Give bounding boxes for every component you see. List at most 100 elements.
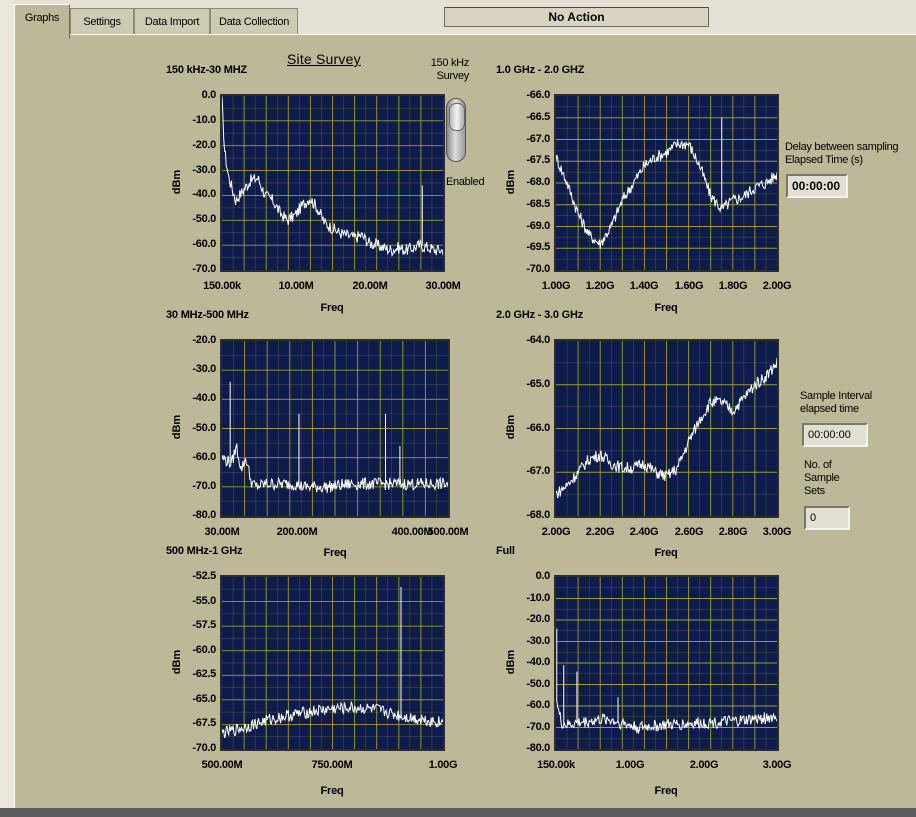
chart-2-ytick: -67.0 [526, 132, 550, 145]
chart-6-ytick: 0.0 [535, 570, 551, 582]
chart-1-ytick: -20.0 [192, 138, 216, 151]
chart-1-xlabel: Freq [320, 302, 344, 314]
sample-interval-display: 00:00:00 [802, 423, 868, 447]
chart-3-ytick: -60.0 [192, 450, 216, 463]
chart-4-ytick: -66.0 [526, 421, 550, 434]
chart-1-xtick: 10.00M [278, 280, 314, 292]
chart-5-ytick: -57.5 [192, 619, 216, 632]
chart-3-xtick: 200.00M [276, 526, 318, 538]
chart-3-ytick: -80.0 [192, 509, 216, 521]
chart-4-ytick: -68.0 [526, 509, 550, 521]
chart-1-ytick: 0.0 [201, 89, 217, 101]
chart-2-xtick: 1.80G [718, 280, 748, 292]
chart-3-ytick: -70.0 [192, 479, 216, 492]
chart-6-ytick: -70.0 [526, 720, 550, 733]
toggle-state-label: Enabled [446, 176, 485, 188]
chart-5-ytick: -65.0 [192, 692, 216, 705]
chart-3-series-line [222, 443, 448, 493]
chart-6-series-line [556, 699, 777, 735]
tab-data-import[interactable]: Data Import [134, 8, 210, 35]
chart-5-series-line [222, 700, 443, 739]
chart-6-xtick: 2.00G [689, 759, 719, 771]
chart-4-xtick: 2.00G [541, 526, 571, 538]
chart-3-ytick: -30.0 [192, 363, 216, 376]
chart-3-title: 30 MHz-500 MHz [166, 309, 249, 321]
survey-toggle-switch[interactable] [446, 98, 466, 162]
chart-6-xtick: 150.00k [537, 759, 575, 771]
chart-1-title: 150 kHz-30 MHZ [166, 64, 247, 76]
chart-6-xlabel: Freq [654, 785, 678, 797]
chart-5-xtick: 500.00M [201, 759, 243, 771]
chart-6-ytick: -60.0 [526, 699, 550, 711]
chart-6-xtick: 3.00G [762, 759, 792, 771]
chart-5-ytick: -62.5 [192, 668, 216, 681]
chart-5-svg [222, 577, 443, 749]
chart-4-series-line [556, 357, 777, 499]
chart-6-svg [556, 577, 777, 749]
chart-4-xlabel: Freq [654, 547, 678, 559]
chart-3-ytick: -50.0 [192, 421, 216, 434]
chart-2-xtick: 2.00G [762, 280, 792, 292]
chart-2-ytick: -68.5 [526, 197, 550, 210]
chart-1-xtick: 150.00k [203, 280, 241, 292]
status-indicator: No Action [444, 7, 709, 27]
delay-elapsed-display: 00:00:00 [786, 174, 848, 198]
chart-2-xtick: 1.40G [629, 280, 659, 292]
chart-1-ytick: -10.0 [192, 113, 216, 126]
chart-6-plot-area [554, 575, 779, 751]
delay-label: Delay between sampling Elapsed Time (s) [785, 141, 899, 166]
page-title: Site Survey [287, 51, 361, 67]
tab-graphs[interactable]: Graphs [14, 4, 70, 39]
chart-1-ytick: -40.0 [192, 188, 216, 201]
toggle-label: 150 kHz Survey [430, 57, 470, 82]
chart-2-plot-area [554, 94, 779, 272]
sample-sets-input[interactable]: 0 [804, 506, 850, 530]
tab-settings[interactable]: Settings [70, 8, 134, 35]
chart-2-ytick: -66.0 [526, 89, 550, 101]
chart-4-plot-area [554, 339, 779, 518]
chart-3-plot-area [220, 339, 450, 518]
chart-1-xtick: 30.00M [425, 280, 461, 292]
chart-3-xtick: 30.00M [204, 526, 240, 538]
chart-3-svg [222, 341, 448, 516]
chart-4-xtick: 3.00G [762, 526, 792, 538]
chart-2-ytick: -69.5 [526, 241, 550, 254]
tab-data-collection[interactable]: Data Collection [210, 8, 298, 35]
sample-sets-label: No. of Sample Sets [804, 459, 840, 497]
chart-2-xtick: 1.20G [585, 280, 615, 292]
chart-2-series-line [556, 139, 777, 249]
chart-4-ytick: -65.0 [526, 377, 550, 390]
chart-4-svg [556, 341, 777, 516]
chart-6-title: Full [496, 545, 515, 557]
chart-1-svg [222, 96, 443, 270]
chart-1-ytick: -60.0 [192, 238, 216, 251]
tab-bar: Graphs Settings Data Import Data Collect… [14, 4, 916, 39]
toggle-knob [449, 103, 465, 131]
chart-2-ytick: -66.5 [526, 110, 550, 123]
chart-4-xtick: 2.40G [629, 526, 659, 538]
chart-1-series-line [222, 96, 443, 257]
chart-2-title: 1.0 GHz - 2.0 GHZ [496, 64, 585, 76]
chart-3-xtick: 400.00M [391, 526, 433, 538]
chart-4-xtick: 2.80G [718, 526, 748, 538]
chart-6-xtick: 1.00G [615, 759, 645, 771]
chart-6-ytick: -40.0 [526, 656, 550, 668]
chart-1-ytick: -70.0 [192, 263, 216, 275]
chart-4-ytick: -67.0 [526, 465, 550, 478]
chart-1-plot-area [220, 94, 445, 272]
chart-6-ytick: -80.0 [526, 742, 550, 754]
chart-1-xtick: 20.00M [352, 280, 388, 292]
chart-4-title: 2.0 GHz - 3.0 GHz [496, 309, 584, 321]
chart-4-xtick: 2.20G [585, 526, 615, 538]
chart-5-ytick: -60.0 [192, 643, 216, 656]
chart-2-ytick: -68.0 [526, 176, 550, 188]
chart-5-title: 500 MHz-1 GHz [166, 545, 243, 557]
chart-2-ytick: -70.0 [526, 263, 550, 275]
chart-2-ytick: -69.0 [526, 219, 550, 232]
chart-4-ytick: -64.0 [526, 334, 550, 346]
chart-5-plot-area [220, 575, 445, 751]
chart-3-ytick: -20.0 [192, 334, 216, 346]
chart-4-xtick: 2.60G [674, 526, 704, 538]
sample-interval-label: Sample Interval elapsed time [800, 390, 872, 415]
